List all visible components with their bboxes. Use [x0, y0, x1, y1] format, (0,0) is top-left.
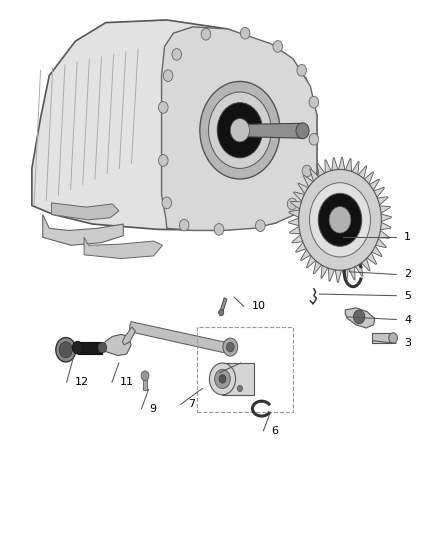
Circle shape: [163, 70, 173, 82]
Polygon shape: [122, 327, 135, 345]
Text: 9: 9: [149, 403, 156, 414]
Circle shape: [297, 64, 307, 76]
Polygon shape: [78, 342, 102, 354]
Polygon shape: [130, 321, 236, 352]
Circle shape: [215, 369, 230, 389]
Circle shape: [287, 198, 297, 210]
Circle shape: [310, 183, 371, 257]
Circle shape: [219, 375, 226, 383]
Polygon shape: [240, 123, 304, 138]
Circle shape: [200, 82, 280, 179]
Polygon shape: [43, 215, 123, 245]
Text: 3: 3: [404, 338, 411, 349]
Circle shape: [302, 165, 312, 177]
Polygon shape: [51, 203, 119, 220]
Circle shape: [98, 342, 107, 353]
Circle shape: [273, 41, 283, 52]
Circle shape: [162, 197, 172, 209]
Polygon shape: [105, 334, 131, 356]
Circle shape: [159, 155, 168, 166]
Polygon shape: [84, 237, 162, 259]
Text: 2: 2: [404, 270, 411, 279]
Circle shape: [141, 371, 149, 381]
Circle shape: [309, 96, 319, 108]
Text: 10: 10: [252, 301, 265, 311]
Circle shape: [72, 341, 83, 354]
Circle shape: [299, 169, 381, 270]
Circle shape: [59, 342, 72, 358]
Circle shape: [226, 342, 234, 352]
Circle shape: [309, 133, 319, 145]
Bar: [197, 327, 293, 413]
Circle shape: [223, 338, 238, 356]
Circle shape: [389, 333, 397, 343]
Polygon shape: [345, 308, 375, 328]
Polygon shape: [223, 363, 254, 395]
Text: 11: 11: [120, 377, 134, 387]
Circle shape: [217, 103, 262, 158]
Circle shape: [255, 220, 265, 231]
Circle shape: [172, 49, 182, 60]
Circle shape: [237, 385, 243, 392]
Text: 12: 12: [74, 377, 88, 387]
Circle shape: [201, 28, 211, 40]
Circle shape: [219, 310, 224, 316]
Polygon shape: [32, 20, 317, 230]
Polygon shape: [372, 333, 393, 343]
Polygon shape: [220, 298, 227, 313]
Text: 5: 5: [404, 290, 411, 301]
Text: 8: 8: [228, 368, 235, 377]
Circle shape: [208, 92, 271, 168]
Text: 1: 1: [404, 232, 411, 243]
Text: 4: 4: [404, 314, 411, 325]
Text: 7: 7: [188, 399, 196, 409]
Circle shape: [329, 207, 351, 233]
Circle shape: [230, 118, 250, 142]
Circle shape: [159, 102, 168, 114]
Polygon shape: [143, 377, 147, 390]
Circle shape: [296, 123, 309, 139]
Circle shape: [209, 363, 236, 395]
Circle shape: [180, 219, 189, 231]
Circle shape: [318, 193, 362, 246]
Circle shape: [240, 27, 250, 39]
Polygon shape: [289, 157, 391, 282]
Text: 6: 6: [271, 426, 278, 436]
Circle shape: [56, 337, 76, 362]
Circle shape: [214, 223, 224, 235]
Circle shape: [353, 310, 365, 324]
Polygon shape: [162, 27, 317, 230]
